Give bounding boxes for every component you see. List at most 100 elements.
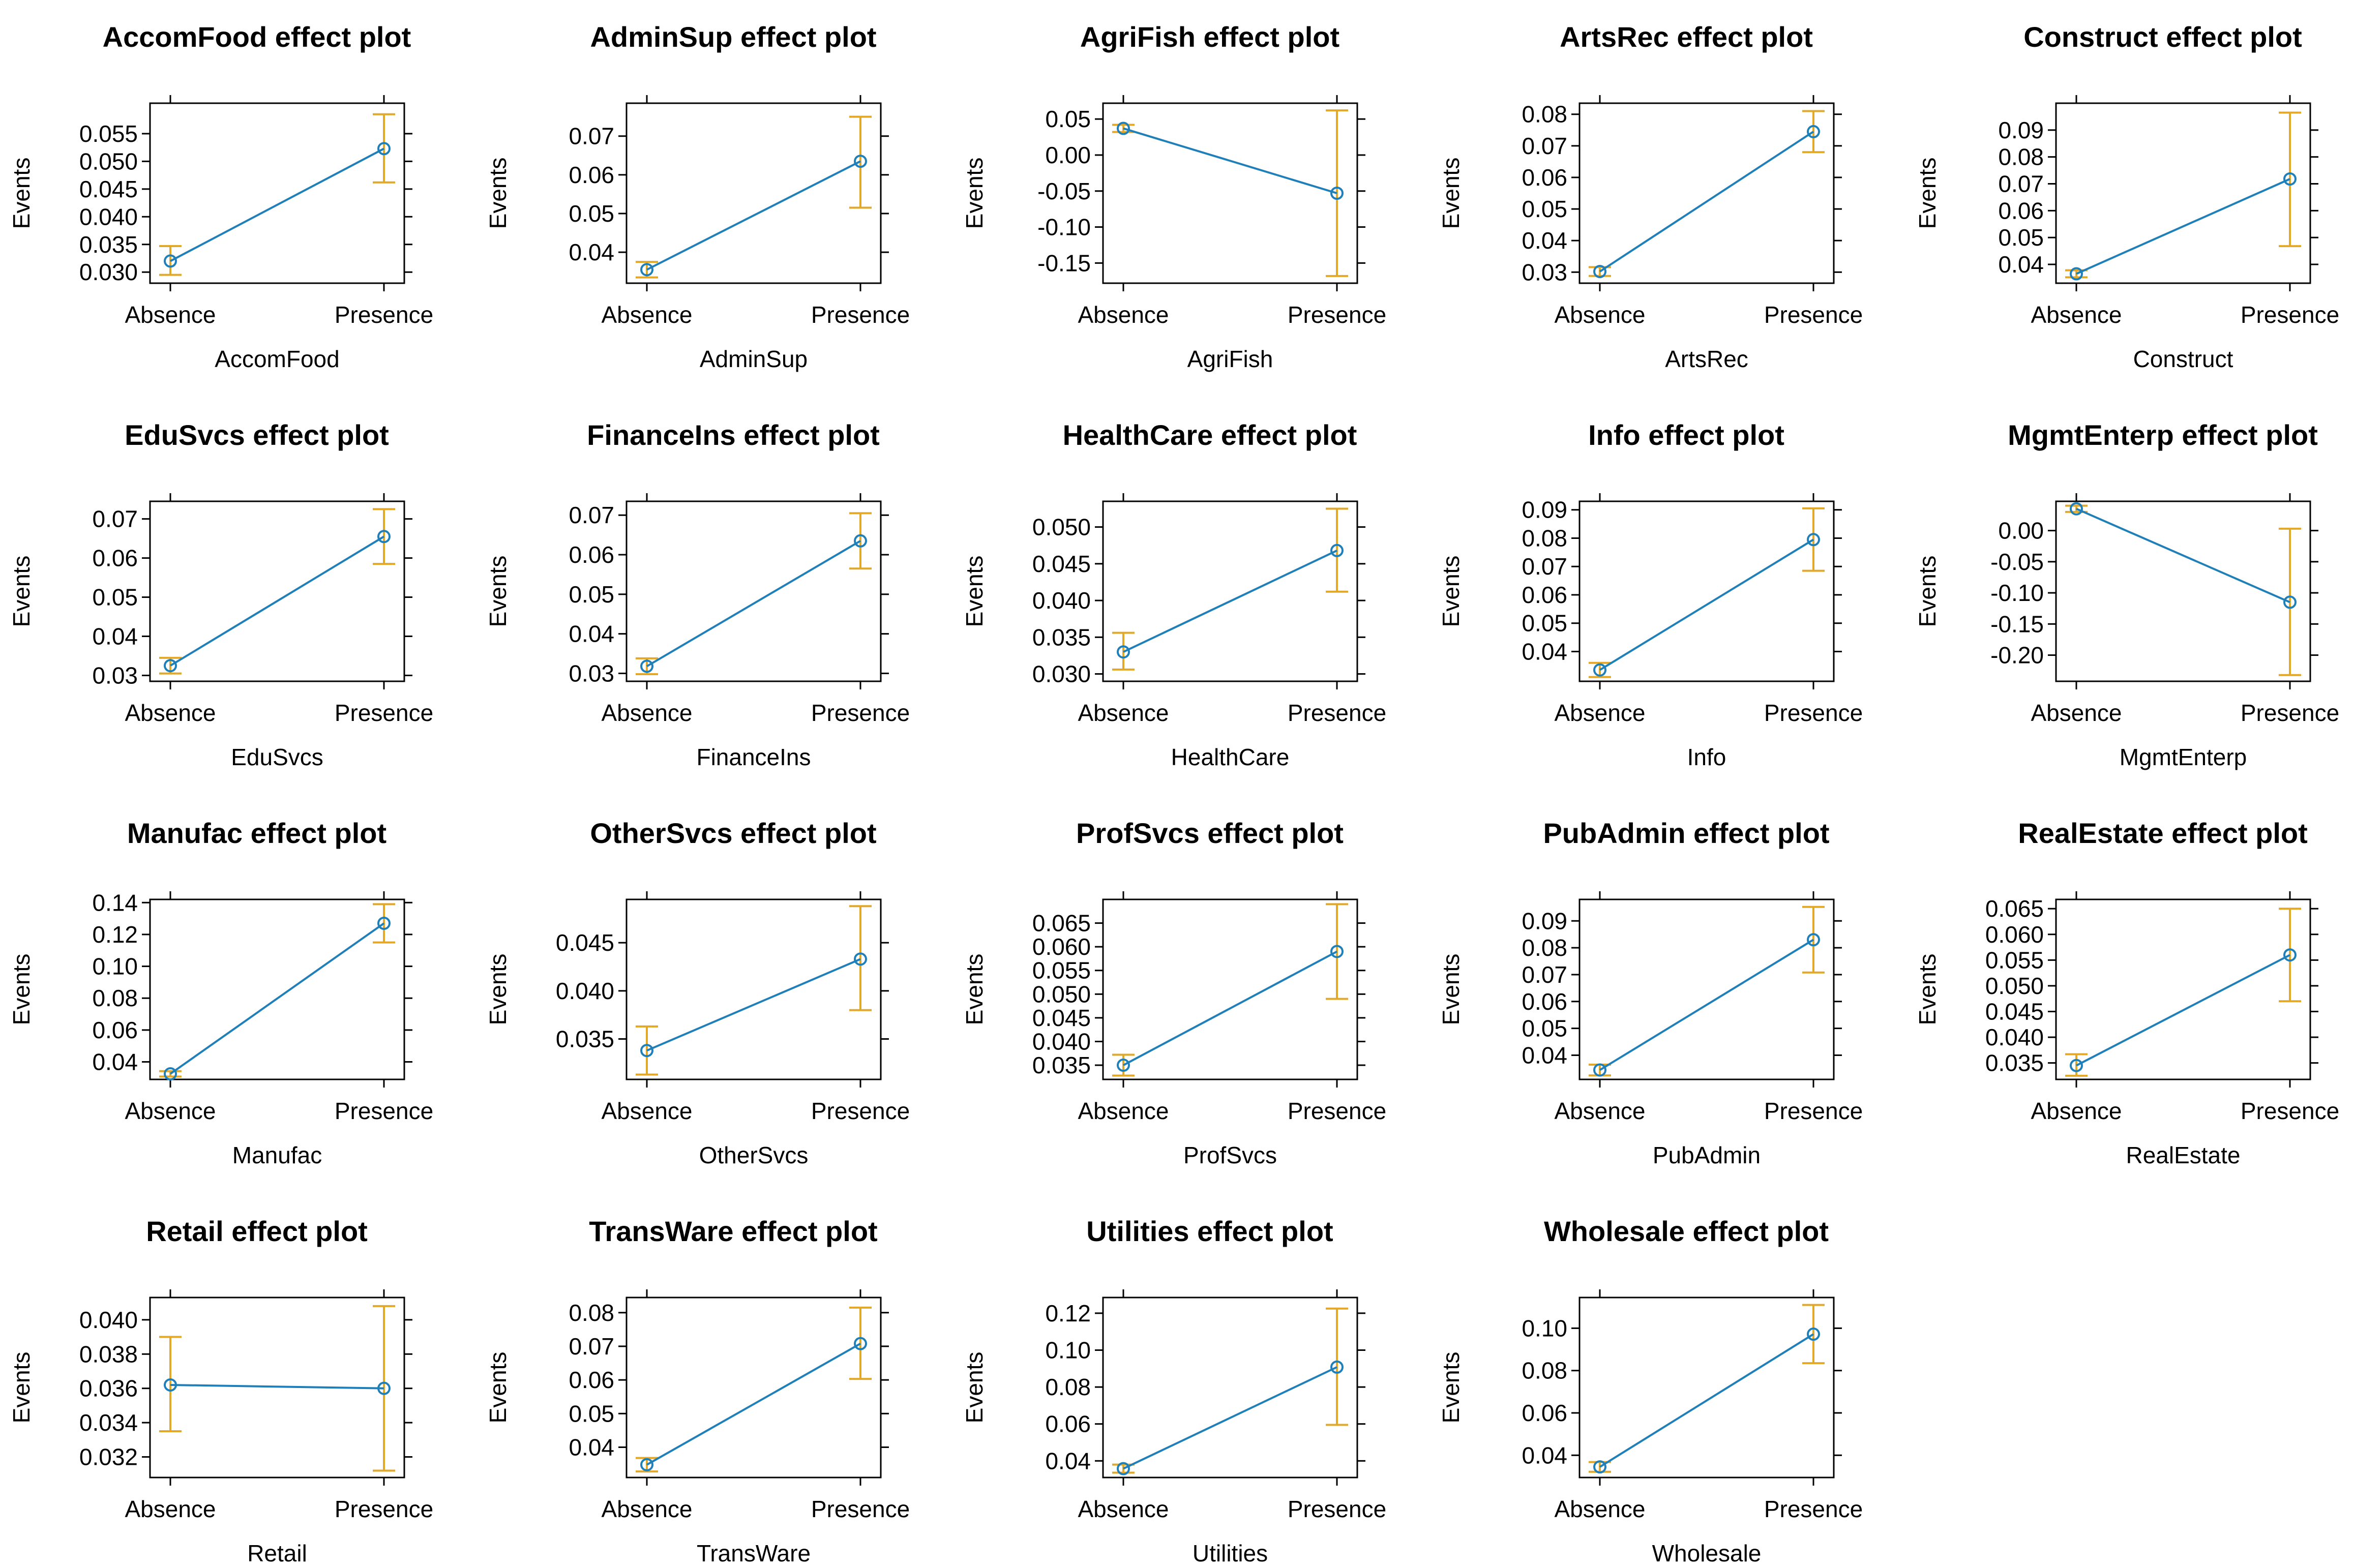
x-category-label: Presence [2241, 1098, 2339, 1124]
y-tick-label: 0.040 [79, 203, 138, 230]
plot-frame [625, 102, 882, 284]
y-tick-label: 0.04 [92, 623, 138, 650]
effect-point [1807, 933, 1820, 947]
y-tick-label: 0.035 [1032, 1052, 1091, 1078]
plot-frame [149, 102, 405, 284]
ci-error-bar [1802, 507, 1825, 572]
y-axis-label: Events [1914, 954, 1941, 1026]
x-axis-label: Info [1687, 744, 1726, 770]
effect-line [2076, 178, 2290, 275]
effect-line [646, 1342, 861, 1466]
panel-title: EduSvcs effect plot [125, 419, 389, 451]
y-tick-label: -0.10 [1990, 580, 2044, 606]
effect-point [1807, 125, 1820, 138]
effect-point [1593, 1460, 1606, 1474]
y-tick-label: 0.03 [92, 662, 138, 688]
y-tick-label: 0.07 [1522, 133, 1567, 159]
y-tick-label: 0.07 [1998, 171, 2044, 197]
effect-point [640, 659, 653, 673]
y-tick-label: 0.08 [1522, 101, 1567, 128]
effect-plot-panel: ProfSvcs effect plot 0.0350.0400.0450.050… [961, 817, 1386, 1168]
y-tick-label: 0.035 [556, 1026, 614, 1052]
y-tick-label: 0.07 [1522, 553, 1567, 580]
plot-frame [625, 1296, 882, 1479]
y-axis-label: Events [1438, 556, 1464, 627]
x-axis-label: ProfSvcs [1183, 1142, 1277, 1168]
effect-point [164, 659, 177, 673]
effect-line [170, 1383, 384, 1390]
y-tick-label: 0.04 [1045, 1448, 1091, 1474]
ci-error-bar [1326, 1307, 1348, 1426]
y-tick-label: 0.07 [1522, 961, 1567, 988]
effect-plot-panel: PubAdmin effect plot 0.040.050.060.070.08… [1438, 817, 1863, 1168]
effect-point [854, 1337, 867, 1350]
y-tick-label: 0.09 [1522, 908, 1567, 934]
y-tick-label: -0.15 [1990, 611, 2044, 637]
effect-point [2070, 1059, 2083, 1072]
effect-line [1599, 1333, 1814, 1468]
y-tick-label: 0.03 [1522, 259, 1567, 285]
y-tick-label: 0.050 [1032, 981, 1091, 1007]
effect-plot-panel: Construct effect plot0.040.050.060.070.0… [1914, 21, 2339, 372]
effect-plot-panel: Manufac effect plot 0.04 0.06 0.08 0.10 0.12 0… [8, 817, 433, 1168]
y-tick-label: -0.05 [1037, 178, 1091, 204]
effect-plot-panel: Retail effect plot 0.032 0.034 0.036 0.038 0.… [8, 1215, 433, 1566]
x-axis-label: RealEstate [2126, 1142, 2240, 1168]
x-axis-label: AccomFood [215, 346, 339, 372]
effect-line [1123, 550, 1337, 653]
y-tick-label: 0.060 [1985, 921, 2044, 948]
effect-point [1593, 1063, 1606, 1077]
y-axis-label: Events [961, 158, 988, 229]
y-tick-label: 0.04 [569, 1434, 614, 1460]
x-category-label: Presence [1288, 301, 1386, 328]
effect-plot-panel: ArtsRec effect plot 0.03 0.04 0.05 0.06 0.07 0… [1438, 21, 1863, 372]
effect-plot-panel: Wholesale effect plot 0.04 0.06 0.08 0.10 Abs… [1438, 1215, 1863, 1566]
panel-title: FinanceIns effect plot [587, 419, 880, 451]
plot-frame [149, 500, 405, 682]
x-category-label: Absence [601, 1098, 692, 1124]
effect-plot-panel: TransWare effect plot 0.04 0.05 0.06 0.07 0.0… [485, 1215, 910, 1566]
x-category-label: Absence [125, 1098, 216, 1124]
x-category-label: Presence [1764, 1098, 1863, 1124]
plot-frame [625, 898, 882, 1080]
y-tick-label: 0.035 [1032, 624, 1091, 650]
effect-line [1599, 538, 1814, 671]
x-category-label: Absence [1554, 1098, 1645, 1124]
y-tick-label: 0.06 [569, 1367, 614, 1393]
effect-point [377, 530, 391, 544]
ci-error-bar [849, 905, 872, 1011]
x-axis-label: FinanceIns [696, 744, 811, 770]
effect-plot-panel: Info effect plot 0.040.050.060.070.080.09… [1438, 419, 1863, 770]
x-axis-label: Wholesale [1652, 1540, 1762, 1566]
y-tick-label: 0.07 [569, 502, 614, 528]
y-tick-label: 0.05 [92, 584, 138, 611]
y-tick-label: 0.05 [1522, 610, 1567, 637]
plot-frame [2055, 500, 2311, 682]
x-axis-label: Utilities [1193, 1540, 1268, 1566]
y-axis-label: Events [1914, 158, 1941, 229]
x-category-label: Presence [335, 1496, 433, 1522]
y-tick-label: 0.065 [1985, 895, 2044, 922]
panel-title: Manufac effect plot [127, 817, 386, 849]
y-tick-label: 0.07 [569, 123, 614, 149]
x-category-label: Presence [1764, 1496, 1863, 1522]
y-tick-label: 0.08 [569, 1300, 614, 1326]
x-axis-label: ArtsRec [1665, 346, 1748, 372]
effect-point [2070, 502, 2083, 516]
x-category-label: Absence [1078, 1496, 1169, 1522]
x-axis-label: OtherSvcs [699, 1142, 809, 1168]
y-axis-label: Events [1438, 158, 1464, 229]
y-axis-label: Events [1438, 954, 1464, 1026]
effect-plot-panel: AdminSup effect plot 0.04 0.05 0.06 0.07 Abse… [485, 21, 910, 372]
y-tick-label: 0.08 [1045, 1374, 1091, 1400]
panel-title: AccomFood effect plot [103, 21, 411, 53]
x-category-label: Presence [1288, 700, 1386, 726]
y-axis-label: Events [8, 556, 35, 627]
ci-error-bar [159, 1336, 182, 1432]
effect-point [640, 263, 653, 277]
y-tick-label: 0.10 [92, 953, 138, 980]
x-category-label: Presence [811, 1496, 910, 1522]
y-tick-label: 0.10 [1522, 1315, 1567, 1341]
panel-title: ProfSvcs effect plot [1076, 817, 1344, 849]
